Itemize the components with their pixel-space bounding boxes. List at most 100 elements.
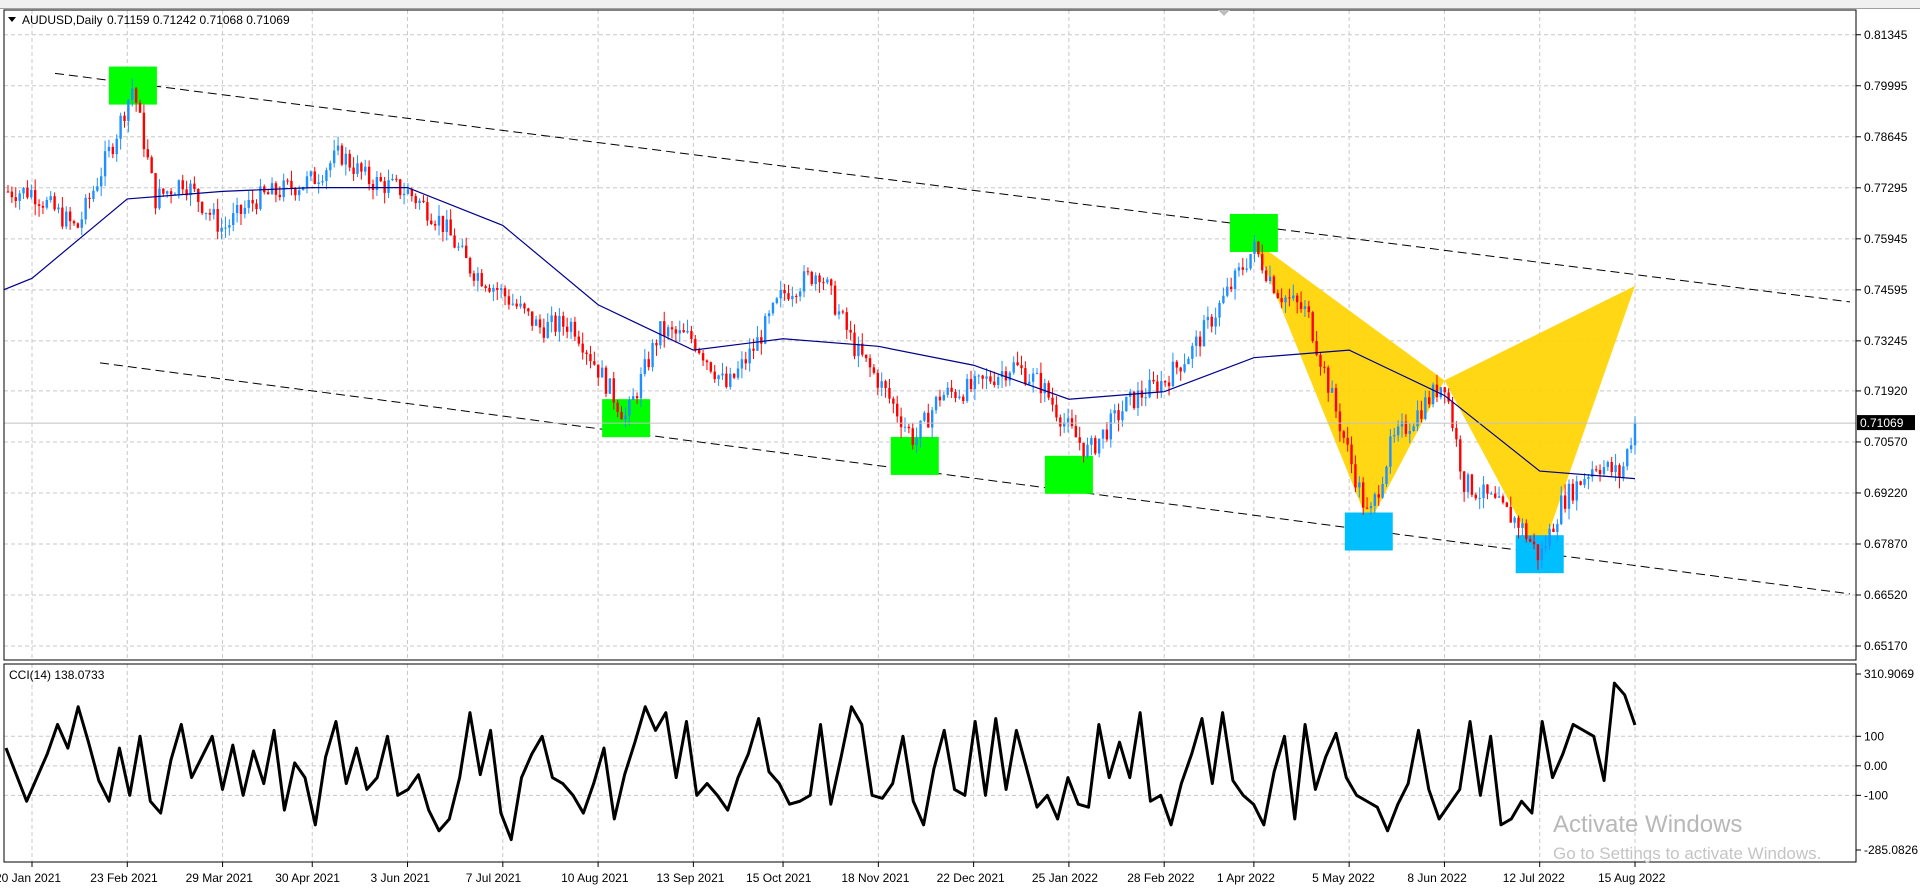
swing-marker[interactable] bbox=[890, 436, 939, 475]
candle bbox=[593, 351, 596, 366]
symbol-menu-icon[interactable] bbox=[8, 17, 16, 22]
candle bbox=[542, 318, 546, 343]
candle bbox=[1544, 535, 1547, 553]
candle bbox=[612, 371, 615, 410]
candle bbox=[321, 174, 324, 186]
candle bbox=[274, 181, 278, 203]
scroll-marker-icon[interactable] bbox=[1218, 10, 1230, 16]
candle bbox=[1311, 310, 1314, 344]
candle bbox=[888, 378, 891, 404]
candle bbox=[313, 167, 316, 185]
candle bbox=[1198, 331, 1202, 357]
harmonic-triangle-bcd[interactable] bbox=[1444, 285, 1635, 558]
candle bbox=[10, 186, 14, 203]
candle bbox=[709, 361, 713, 374]
candle bbox=[1424, 390, 1427, 421]
candle bbox=[639, 367, 643, 408]
candle bbox=[286, 178, 289, 185]
candle bbox=[896, 395, 899, 423]
candle bbox=[270, 177, 274, 195]
candle bbox=[826, 276, 829, 285]
time-tick-label: 30 Apr 2021 bbox=[275, 871, 340, 885]
candle bbox=[309, 170, 313, 181]
candle bbox=[379, 172, 382, 183]
candle bbox=[1594, 465, 1598, 473]
candle bbox=[705, 359, 709, 371]
candle bbox=[701, 349, 705, 367]
price-tick-label: 0.78645 bbox=[1864, 130, 1908, 144]
time-tick-label: 23 Feb 2021 bbox=[90, 871, 158, 885]
candle bbox=[1575, 475, 1578, 511]
swing-marker[interactable] bbox=[1044, 455, 1093, 494]
candle bbox=[655, 339, 658, 356]
candle bbox=[589, 345, 592, 369]
candle bbox=[1097, 438, 1101, 458]
time-tick-label: 18 Nov 2021 bbox=[841, 871, 909, 885]
candle bbox=[1187, 356, 1190, 365]
candle bbox=[534, 315, 538, 327]
candle bbox=[367, 160, 371, 191]
candle bbox=[204, 212, 208, 220]
candle bbox=[674, 326, 678, 343]
time-tick-label: 10 Aug 2021 bbox=[561, 871, 629, 885]
candle bbox=[1206, 306, 1210, 329]
candle bbox=[290, 170, 293, 196]
candle bbox=[1233, 268, 1237, 300]
channel-line-upper[interactable] bbox=[54, 72, 1851, 303]
candle bbox=[1237, 262, 1241, 277]
candle bbox=[1253, 234, 1256, 263]
candle bbox=[503, 285, 507, 306]
candle bbox=[441, 215, 445, 242]
candle bbox=[1365, 497, 1369, 510]
candle bbox=[430, 213, 433, 226]
candle bbox=[1466, 472, 1470, 499]
candle bbox=[166, 190, 169, 198]
candle bbox=[212, 203, 216, 220]
candle bbox=[1016, 351, 1019, 367]
candle bbox=[1474, 492, 1477, 501]
candle bbox=[1226, 277, 1229, 298]
candle bbox=[480, 269, 483, 288]
candle bbox=[527, 307, 530, 316]
candle bbox=[845, 307, 848, 339]
candle bbox=[57, 203, 60, 214]
candle bbox=[581, 332, 584, 360]
candle bbox=[1261, 244, 1264, 274]
time-tick-label: 3 Jun 2021 bbox=[371, 871, 431, 885]
candle bbox=[1179, 366, 1182, 381]
candle bbox=[119, 112, 122, 150]
candle bbox=[713, 364, 716, 383]
candle bbox=[1191, 342, 1194, 368]
price-tick-label: 0.69220 bbox=[1864, 486, 1908, 500]
candle bbox=[294, 187, 297, 201]
candle bbox=[1567, 479, 1571, 520]
candle bbox=[437, 204, 441, 236]
candle bbox=[360, 161, 363, 180]
candle bbox=[26, 180, 29, 200]
candle bbox=[822, 277, 825, 291]
candle bbox=[1214, 307, 1217, 335]
candle bbox=[1358, 476, 1361, 498]
candle bbox=[973, 370, 977, 401]
swing-marker[interactable] bbox=[1515, 535, 1564, 574]
swing-marker[interactable] bbox=[1344, 512, 1393, 551]
candle bbox=[1229, 277, 1233, 293]
candle bbox=[624, 407, 627, 428]
cci-polyline bbox=[4, 681, 1637, 842]
candle bbox=[224, 216, 227, 239]
candle bbox=[1218, 300, 1221, 327]
swing-markers[interactable] bbox=[108, 66, 1564, 574]
candle bbox=[364, 159, 367, 176]
candle bbox=[472, 270, 476, 287]
candle bbox=[1416, 400, 1419, 432]
candle bbox=[305, 171, 309, 194]
candle bbox=[1327, 365, 1330, 402]
candle bbox=[1571, 479, 1575, 505]
candle bbox=[1381, 476, 1384, 499]
candle bbox=[158, 179, 161, 210]
candle bbox=[1000, 360, 1004, 389]
candle bbox=[1156, 374, 1159, 399]
candle bbox=[1272, 274, 1276, 295]
candle bbox=[53, 192, 56, 212]
